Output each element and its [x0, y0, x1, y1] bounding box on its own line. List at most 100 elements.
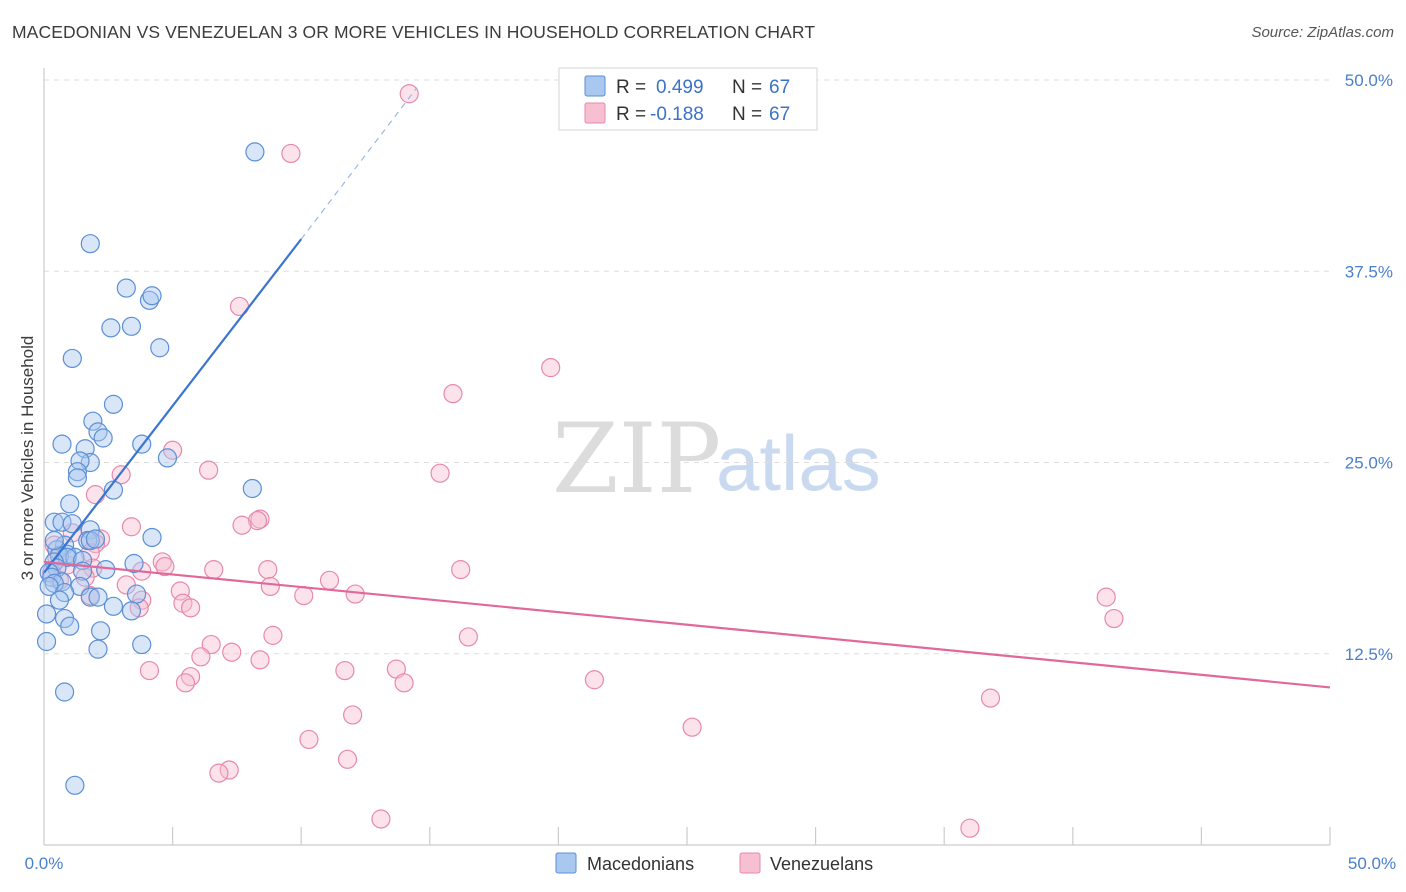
venezuelans-point [181, 667, 201, 687]
venezuelans-point [584, 670, 605, 690]
venezuelans-point [371, 809, 391, 829]
macedonians-point [88, 639, 108, 659]
macedonians-point [85, 529, 106, 549]
venezuelans-point [121, 517, 142, 537]
venezuelans-point [222, 642, 242, 662]
macedonians-point [36, 604, 57, 624]
bottom-legend-venezuelans: Venezuelans [770, 854, 873, 874]
bottom-legend-swatch-macedonians [555, 852, 577, 874]
macedonians-point [88, 422, 108, 442]
chart-title: MACEDONIAN VS VENEZUELAN 3 OR MORE VEHIC… [12, 22, 816, 42]
legend-r-label-1: R = [616, 77, 646, 98]
venezuelans-point [960, 818, 980, 838]
venezuelans-point [232, 515, 252, 535]
macedonians-point [142, 286, 162, 306]
venezuelans-point [263, 625, 283, 645]
legend-n-label-2: N = [732, 104, 762, 125]
venezuelans-point [281, 143, 301, 164]
venezuelans-point [343, 705, 363, 725]
macedonians-point [44, 530, 64, 551]
x-ticks [172, 827, 1331, 845]
macedonians-point [157, 448, 178, 468]
venezuelans-point [294, 586, 314, 606]
trend-lines [43, 87, 1331, 689]
macedonians-trend-line [43, 238, 303, 574]
legend-r-value-2: -0.188 [650, 104, 704, 125]
legend-n-value-2: 67 [769, 104, 790, 125]
macedonians-point [80, 587, 100, 607]
macedonians-point [90, 621, 111, 641]
venezuelans-point [1104, 608, 1124, 629]
venezuelans-point [335, 660, 355, 681]
legend-swatch-venezuelans [584, 102, 606, 124]
gridlines [44, 79, 1330, 655]
macedonians-point [245, 142, 265, 162]
macedonians-point [36, 631, 57, 652]
venezuelans-point [345, 584, 365, 604]
macedonians-point [62, 514, 82, 534]
venezuelans-point [201, 634, 221, 655]
macedonians-point [80, 234, 100, 254]
venezuelans-point [250, 650, 270, 670]
venezuelans-point [209, 763, 229, 783]
macedonians-point [121, 316, 142, 336]
venezuelans-point [980, 688, 1001, 708]
venezuelans-point [682, 717, 702, 737]
venezuelans-point [260, 576, 280, 597]
bottom-legend-macedonians: Macedonians [587, 854, 694, 874]
macedonians-point [67, 462, 88, 482]
venezuelans-point [541, 358, 561, 378]
y-tick-labels: 12.5% 25.0% 37.5% 50.0% [1345, 71, 1393, 664]
macedonians-point [93, 428, 113, 448]
venezuelans-point [199, 460, 219, 480]
y-tick-label: 37.5% [1345, 262, 1393, 281]
macedonians-point [121, 601, 142, 621]
watermark-zip: ZIP [552, 403, 721, 515]
y-axis-label: 3 or more Vehicles in Household [18, 336, 37, 581]
venezuelans-point [394, 673, 414, 693]
venezuelans-point [430, 463, 450, 483]
venezuelans-point [175, 673, 196, 693]
macedonians-point [116, 278, 136, 298]
venezuelans-point [319, 570, 340, 590]
macedonians-point [103, 394, 124, 414]
venezuelans-point [1096, 587, 1116, 607]
venezuelans-point [247, 511, 268, 531]
venezuelans-point [399, 84, 419, 104]
macedonians-point [54, 682, 75, 702]
venezuelans-point [299, 729, 319, 750]
chart-source: Source: ZipAtlas.com [1251, 24, 1394, 41]
series-legend: Macedonians Venezuelans [555, 852, 873, 874]
venezuelans-point [258, 559, 278, 580]
macedonians-point [49, 590, 70, 610]
venezuelans-point [337, 749, 358, 769]
x-tick-label-max: 50.0% [1348, 854, 1396, 873]
y-tick-label: 25.0% [1345, 454, 1393, 473]
y-tick-label: 50.0% [1345, 71, 1393, 90]
macedonians-point [124, 553, 144, 574]
macedonians-point [65, 775, 85, 795]
x-tick-label-min: 0.0% [25, 854, 64, 873]
y-tick-label: 12.5% [1345, 645, 1393, 664]
legend-swatch-macedonians [584, 75, 606, 97]
macedonians-point [150, 338, 170, 358]
venezuelans-point [443, 384, 463, 404]
legend-r-value-1: 0.499 [656, 77, 704, 98]
venezuelans-point [170, 581, 190, 601]
macedonians-point [62, 348, 82, 369]
macedonians-point [60, 616, 80, 636]
macedonians-point [142, 527, 162, 548]
macedonians-point [83, 411, 103, 431]
macedonians-point [49, 546, 70, 566]
legend-r-label-2: R = [616, 104, 646, 125]
macedonians-point [126, 584, 147, 604]
macedonians-point [52, 434, 72, 454]
macedonians-points [36, 142, 265, 795]
macedonians-point [132, 634, 152, 655]
bottom-legend-swatch-venezuelans [739, 852, 761, 874]
venezuelans-point [139, 660, 160, 681]
macedonians-point [88, 587, 108, 607]
venezuelans-point [181, 598, 201, 618]
legend-n-value-1: 67 [769, 77, 790, 98]
